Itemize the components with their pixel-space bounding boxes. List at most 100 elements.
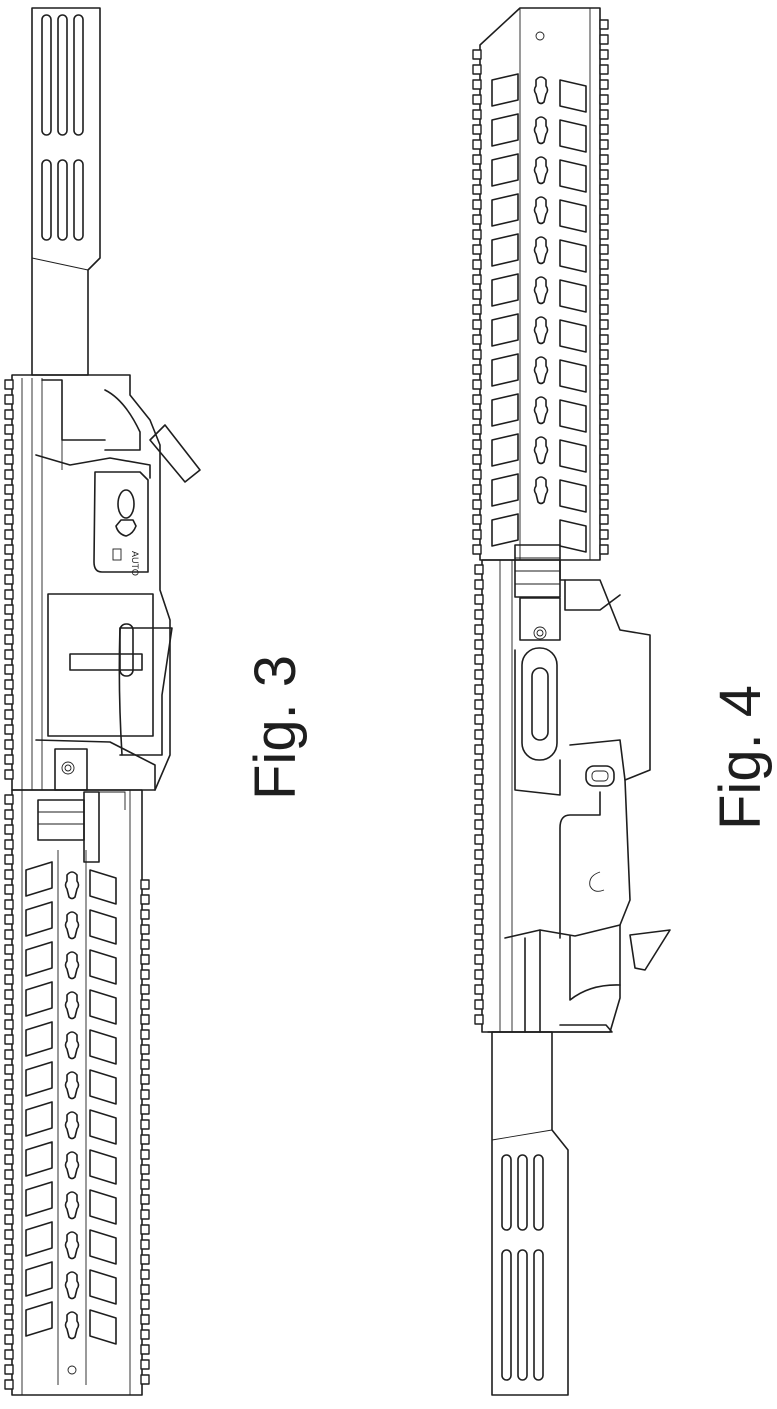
keymod-slot (66, 1152, 79, 1179)
rail-tooth (5, 1140, 13, 1149)
rail-tooth (473, 290, 481, 299)
vent-tab (26, 1102, 52, 1136)
rail-tooth (5, 810, 13, 819)
vent-tab (560, 120, 586, 152)
vent-tab (90, 1190, 116, 1224)
rail-tooth (600, 455, 608, 464)
rail-tooth (5, 885, 13, 894)
rail-tooth (141, 1090, 149, 1099)
vent-tab (26, 862, 52, 896)
rail-tooth (473, 245, 481, 254)
keymod-slot (66, 872, 79, 899)
rail-tooth (473, 440, 481, 449)
rail-tooth (5, 1215, 13, 1224)
rail-tooth (5, 725, 13, 734)
rail-tooth (5, 1380, 13, 1389)
stock-slot (58, 15, 67, 135)
rail-tooth (473, 50, 481, 59)
rail-tooth (141, 1240, 149, 1249)
vent-tab (492, 234, 518, 266)
keymod-slot (535, 77, 548, 104)
fig3-top-rail-teeth (5, 380, 13, 779)
rail-tooth (473, 230, 481, 239)
rail-tooth (5, 975, 13, 984)
rail-tooth (600, 155, 608, 164)
rail-tooth (5, 855, 13, 864)
stock-slot (518, 1155, 527, 1230)
rail-tooth (5, 545, 13, 554)
rail-tooth (475, 640, 483, 649)
rail-tooth (141, 1345, 149, 1354)
vent-tab (26, 1022, 52, 1056)
rail-tooth (141, 925, 149, 934)
rail-tooth (475, 580, 483, 589)
rail-tooth (475, 1015, 483, 1024)
rail-tooth (473, 170, 481, 179)
vent-tab (26, 982, 52, 1016)
rail-tooth (5, 1035, 13, 1044)
rail-tooth (600, 200, 608, 209)
rail-tooth (141, 1060, 149, 1069)
rail-tooth (600, 395, 608, 404)
rail-tooth (600, 170, 608, 179)
keymod-slot (66, 1112, 79, 1139)
rail-tooth (5, 410, 13, 419)
rail-tooth (5, 1020, 13, 1029)
rail-tooth (5, 1260, 13, 1269)
rail-tooth (473, 215, 481, 224)
keymod-slot (535, 157, 548, 184)
rail-tooth (141, 1180, 149, 1189)
rail-tooth (475, 700, 483, 709)
rail-tooth (600, 305, 608, 314)
rail-tooth (141, 1195, 149, 1204)
vent-tab (560, 200, 586, 232)
keymod-slot (66, 912, 79, 939)
vent-tab (26, 942, 52, 976)
keymod-slot (66, 1072, 79, 1099)
vent-tab (26, 1062, 52, 1096)
rail-tooth (141, 1165, 149, 1174)
rail-tooth (5, 1050, 13, 1059)
vent-tab (90, 1030, 116, 1064)
rail-tooth (473, 80, 481, 89)
rail-tooth (475, 730, 483, 739)
rail-tooth (141, 1135, 149, 1144)
rail-tooth (5, 470, 13, 479)
rail-tooth (141, 970, 149, 979)
rail-tooth (600, 185, 608, 194)
rail-tooth (600, 260, 608, 269)
fig4-handguard (473, 8, 608, 560)
fig4-stock-slots (502, 1155, 543, 1380)
rail-tooth (600, 230, 608, 239)
rail-tooth (5, 560, 13, 569)
rail-tooth (5, 1080, 13, 1089)
vent-tab (492, 114, 518, 146)
vent-tab (492, 74, 518, 106)
rail-tooth (475, 850, 483, 859)
vent-tab (492, 514, 518, 546)
fig3-stock-slots (42, 15, 83, 240)
rail-tooth (141, 1315, 149, 1324)
rail-tooth (141, 1030, 149, 1039)
rail-tooth (5, 1275, 13, 1284)
rail-tooth (5, 1065, 13, 1074)
rail-tooth (141, 1330, 149, 1339)
rail-tooth (475, 625, 483, 634)
rail-tooth (473, 455, 481, 464)
rail-tooth (141, 1360, 149, 1369)
rail-tooth (473, 350, 481, 359)
rail-tooth (141, 1270, 149, 1279)
stock-slot (534, 1250, 543, 1380)
rail-tooth (473, 320, 481, 329)
rail-tooth (141, 880, 149, 889)
rail-tooth (475, 655, 483, 664)
rail-tooth (5, 1290, 13, 1299)
stock-slot (74, 15, 83, 135)
vent-tab (560, 320, 586, 352)
rail-tooth (600, 95, 608, 104)
stock-slot (42, 160, 51, 240)
rail-tooth (5, 1335, 13, 1344)
rail-tooth (473, 200, 481, 209)
fig4-handguard-vent-tabs (492, 74, 586, 552)
